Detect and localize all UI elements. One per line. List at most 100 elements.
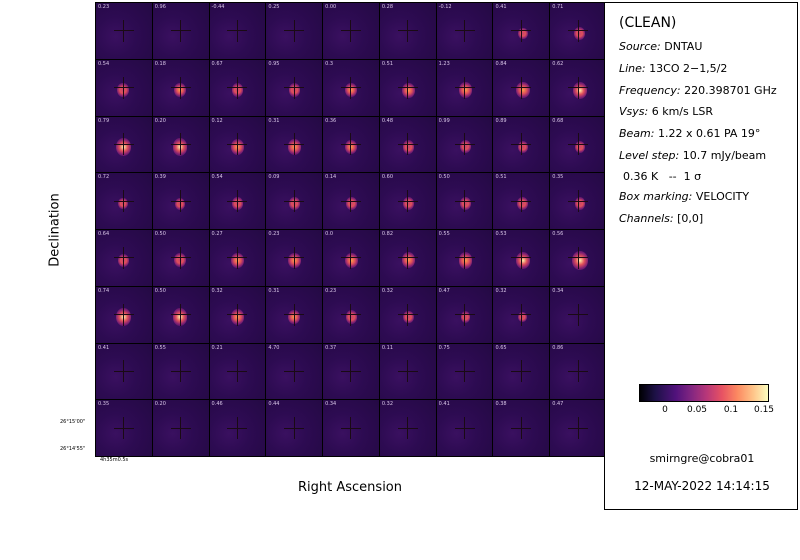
channel-velocity-label: -0.44 [211, 4, 225, 10]
channel-velocity-label: 0.55 [438, 231, 450, 237]
channel-velocity-label: 0.50 [154, 287, 166, 294]
emission-blob [117, 83, 129, 98]
channel-velocity-label: 0.14 [325, 174, 337, 181]
channel-velocity-label: 0.18 [154, 60, 166, 67]
channel-panel: 0.32 [492, 285, 551, 344]
crosshair-marker [568, 303, 589, 326]
dec-tick-label: 26°15'00" [60, 419, 86, 425]
user-host-label: smirngre@cobra01 [649, 452, 755, 465]
channel-velocity-label: 0.68 [552, 117, 564, 124]
channel-panel: 0.27 [208, 229, 267, 287]
channel-panel: 0.60 [378, 172, 437, 230]
timestamp-label: 12-MAY-2022 14:14:15 [634, 479, 770, 493]
channel-panel: 0.62 [549, 58, 607, 117]
crosshair-marker [170, 19, 191, 42]
channel-velocity-label: 0.84 [495, 60, 507, 67]
channel-panel: 0.23 [95, 2, 153, 60]
crosshair-marker [113, 303, 134, 326]
crosshair-marker [113, 19, 134, 42]
channel-velocity-label: 0.3 [325, 60, 334, 67]
channel-map-grid: 0.23 0.96 -0.44 0.25 0.00 0.28 -0.12 0.41 0.71 0.… [95, 2, 607, 457]
channel-velocity-label: 0.51 [495, 174, 507, 181]
channel-velocity-label: 0.55 [154, 344, 166, 351]
channel-panel: -0.44 [208, 2, 267, 60]
emission-blob [345, 82, 358, 98]
channel-panel: 0.41 [95, 342, 153, 401]
channel-panel: 0.11 [378, 342, 437, 401]
channel-velocity-label: 0.32 [381, 287, 394, 294]
channels-value: [0,0] [677, 212, 704, 225]
channel-velocity-label: 0.54 [211, 174, 223, 181]
crosshair-marker [568, 76, 589, 99]
beam-label: Beam: [619, 127, 655, 140]
channel-velocity-label: 0.35 [98, 401, 110, 408]
channel-panel: 0.55 [151, 342, 210, 401]
channel-velocity-label: 0.31 [268, 117, 280, 124]
channels-label: Channels: [619, 212, 674, 225]
channel-velocity-label: 0.20 [154, 401, 166, 408]
emission-blob [517, 27, 528, 40]
channel-panel: 0.53 [492, 229, 551, 287]
crosshair-marker [511, 190, 532, 213]
crosshair-marker [511, 19, 532, 42]
emission-blob [345, 139, 358, 155]
emission-blob [574, 26, 586, 40]
crosshair-marker [170, 360, 191, 383]
emission-blob [518, 311, 528, 323]
crosshair-marker [170, 133, 191, 156]
channel-panel: 0.50 [151, 285, 210, 344]
crosshair-marker [397, 417, 418, 440]
level-step-value: 10.7 mJy/beam [682, 149, 767, 162]
crosshair-marker [340, 133, 361, 156]
channel-panel: 0.55 [435, 229, 494, 287]
box-marking-line: Box marking: VELOCITY [619, 190, 749, 203]
crosshair-marker [227, 303, 248, 326]
channel-velocity-label: 0.95 [268, 60, 280, 67]
info-panel: (CLEAN) Source: DNTAU Line: 13CO 2−1,5/2… [604, 2, 798, 510]
channel-velocity-label: 0.31 [268, 287, 280, 294]
channel-panel: 0.38 [492, 399, 551, 457]
channel-velocity-label: 0.46 [211, 401, 223, 408]
channel-velocity-label: 0.99 [438, 117, 450, 124]
channel-panel: 0.47 [435, 285, 494, 344]
channel-panel: 0.32 [378, 285, 437, 344]
crosshair-marker [568, 190, 589, 213]
channel-panel: 0.75 [435, 342, 494, 401]
channel-panel: 0.20 [151, 115, 210, 174]
channel-velocity-label: 0.41 [98, 344, 110, 351]
crosshair-marker [227, 360, 248, 383]
channel-velocity-label: 0.51 [381, 60, 394, 67]
crosshair-marker [568, 246, 589, 269]
channel-panel: 0.71 [549, 2, 607, 60]
crosshair-marker [454, 360, 475, 383]
kelvin-sigma-line: 0.36 K -- 1 σ [623, 170, 702, 183]
emission-blob [515, 251, 530, 269]
channel-panel: 0.67 [208, 58, 267, 117]
vsys-value: 6 km/s LSR [651, 105, 713, 118]
emission-blob [458, 252, 473, 269]
crosshair-marker [284, 19, 305, 42]
channel-velocity-label: 0.11 [381, 344, 394, 351]
channel-velocity-label: 0.41 [438, 401, 450, 408]
crosshair-marker [227, 190, 248, 213]
channel-velocity-label: 0.82 [381, 231, 394, 237]
colorbar-tick: 0.15 [753, 405, 775, 415]
channel-panel: 0.99 [435, 115, 494, 174]
box-marking-label: Box marking: [619, 190, 693, 203]
crosshair-marker [340, 76, 361, 99]
channel-panel: 0.35 [549, 172, 607, 230]
crosshair-marker [284, 190, 305, 213]
channel-panel: 0.20 [151, 399, 210, 457]
crosshair-marker [113, 76, 134, 99]
crosshair-marker [397, 133, 418, 156]
channel-panel: 0.32 [208, 285, 267, 344]
channel-panel: 0.34 [549, 285, 607, 344]
channel-velocity-label: 0.23 [98, 4, 110, 10]
crosshair-marker [397, 303, 418, 326]
crosshair-marker [113, 417, 134, 440]
beam-line: Beam: 1.22 x 0.61 PA 19° [619, 127, 760, 140]
channel-panel: 0.95 [265, 58, 324, 117]
crosshair-marker [113, 133, 134, 156]
crosshair-marker [397, 76, 418, 99]
emission-blob [574, 197, 585, 210]
